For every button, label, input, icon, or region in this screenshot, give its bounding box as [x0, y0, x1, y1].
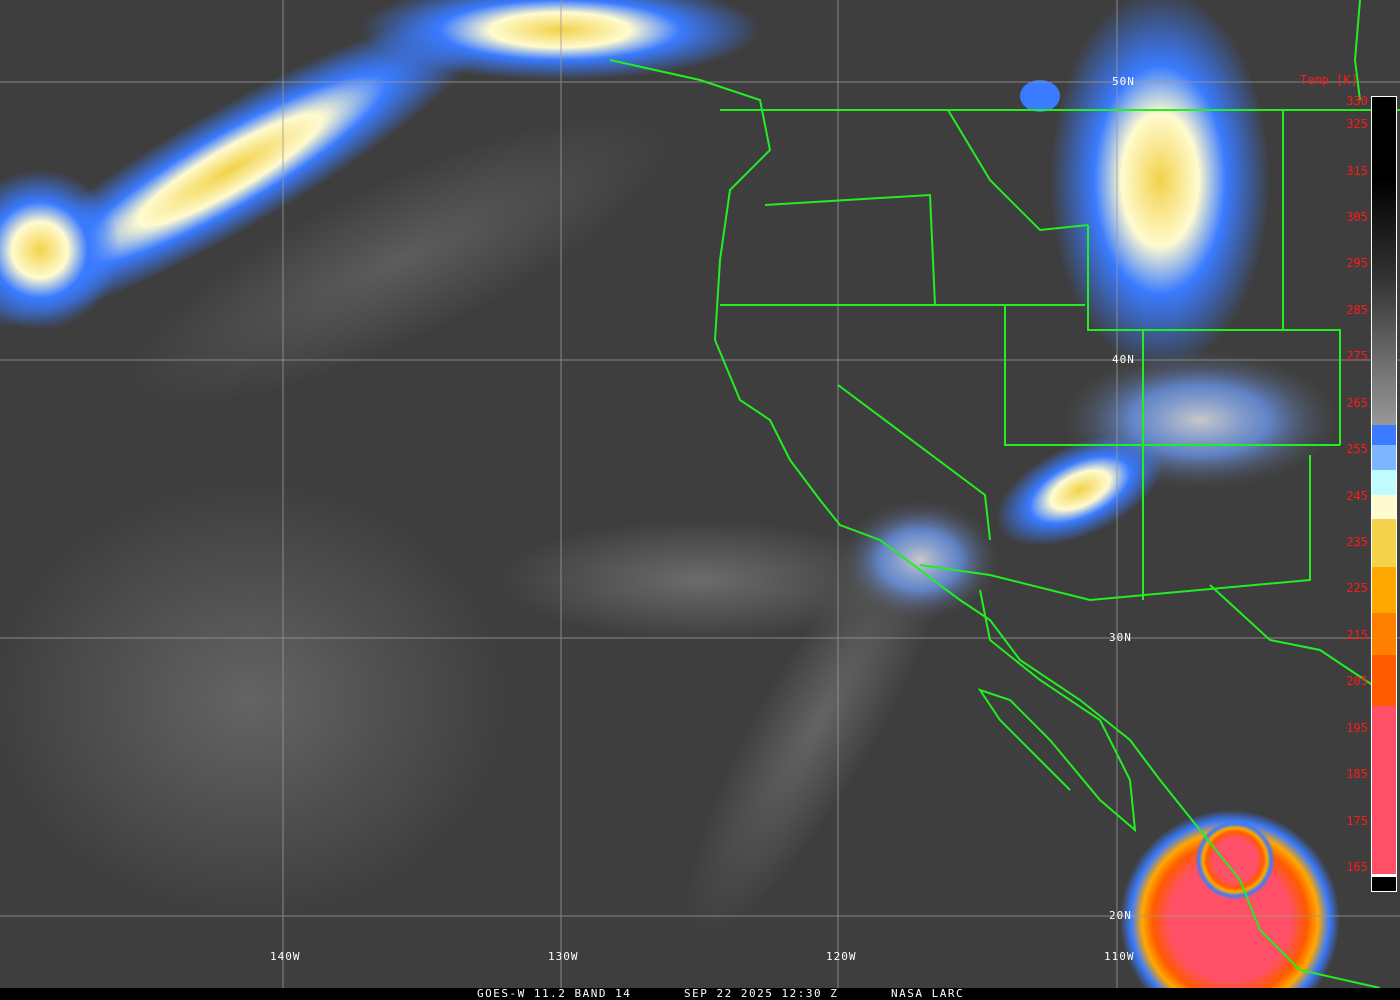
lat-label-50n: 50N — [1112, 75, 1135, 88]
lat-label-40n: 40N — [1112, 353, 1135, 366]
lon-label-110w: 110W — [1104, 950, 1135, 963]
satellite-band-label: GOES-W 11.2 BAND 14 — [477, 987, 632, 1000]
datetime-label: SEP 22 2025 12:30 Z — [684, 987, 839, 1000]
lat-label-20n: 20N — [1109, 909, 1132, 922]
colorbar-tick-label: 195 — [1346, 720, 1368, 735]
colorbar-tick-label: 225 — [1346, 581, 1368, 596]
colorbar-tick-label: 255 — [1346, 442, 1368, 457]
temperature-colorbar — [1371, 96, 1397, 892]
colorbar-tick-label: 265 — [1346, 395, 1368, 410]
colorbar-tick-label: 175 — [1346, 813, 1368, 828]
legend-title: Temp [K] — [1300, 73, 1358, 87]
lat-label-30n: 30N — [1109, 631, 1132, 644]
credit-label: NASA LARC — [891, 987, 965, 1000]
colorbar-tick-label: 215 — [1346, 627, 1368, 642]
colorbar-tick-label: 165 — [1346, 860, 1368, 874]
colorbar-tick-label: 330 — [1346, 94, 1368, 108]
colorbar-tick-label: 235 — [1346, 535, 1368, 550]
colorbar-tick-label: 205 — [1346, 674, 1368, 689]
cold-cloud-tops — [0, 0, 1340, 988]
colorbar-tick-label: 245 — [1346, 488, 1368, 503]
political-borders — [609, 0, 1400, 988]
colorbar-tick-label: 315 — [1346, 163, 1368, 178]
footer-bar: GOES-W 11.2 BAND 14 SEP 22 2025 12:30 Z … — [0, 988, 1400, 1000]
colorbar-tick-label: 285 — [1346, 302, 1368, 317]
colorbar-tick-label: 295 — [1346, 256, 1368, 271]
colorbar-tick-label: 305 — [1346, 210, 1368, 225]
colorbar-tick-label: 185 — [1346, 767, 1368, 782]
lon-label-120w: 120W — [826, 950, 857, 963]
lon-label-140w: 140W — [270, 950, 301, 963]
lon-label-130w: 130W — [548, 950, 579, 963]
ocean-cloud-texture — [0, 113, 956, 939]
colorbar-tick-label: 275 — [1346, 349, 1368, 364]
colorbar-tick-label: 325 — [1346, 117, 1368, 132]
